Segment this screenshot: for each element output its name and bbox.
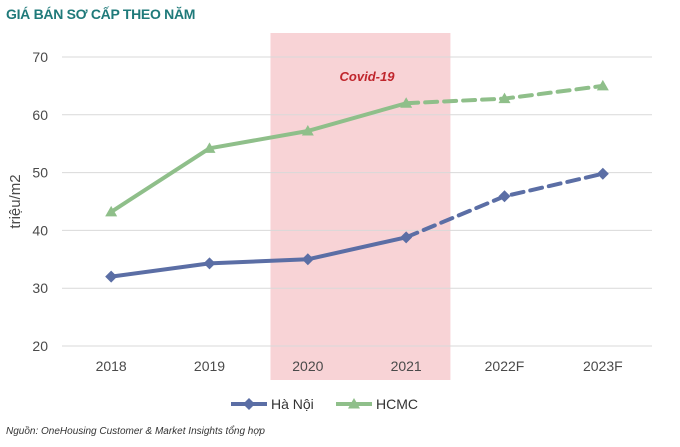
- data-point: [400, 97, 413, 108]
- y-tick-label: 60: [32, 107, 48, 123]
- y-tick-label: 30: [32, 280, 48, 296]
- x-tick-label: 2022F: [485, 358, 525, 374]
- x-axis-ticks: 2018 2019 2020 2021 2022F 2023F: [96, 358, 623, 374]
- y-tick-label: 50: [32, 165, 48, 181]
- covid-highlight-band: [270, 33, 451, 380]
- annotation-layer: Covid-19: [340, 69, 396, 84]
- legend-label: Hà Nội: [271, 396, 314, 412]
- data-point: [498, 92, 511, 104]
- y-tick-label: 70: [32, 49, 48, 65]
- y-axis-ticks: 20 30 40 50 60 70: [32, 49, 48, 354]
- series-line-solid: [109, 101, 409, 214]
- highlight-layer: [270, 33, 451, 380]
- series-hcmc: [105, 79, 609, 217]
- data-point: [596, 79, 609, 91]
- data-point: [203, 257, 216, 270]
- legend: Hà Nội HCMC: [231, 396, 418, 412]
- legend-item-hanoi: Hà Nội: [231, 396, 314, 412]
- series-line-solid: [109, 235, 409, 279]
- x-tick-label: 2021: [391, 358, 422, 374]
- data-point: [105, 270, 118, 283]
- y-tick-label: 40: [32, 222, 48, 238]
- x-tick-label: 2018: [96, 358, 127, 374]
- legend-item-hcmc: HCMC: [336, 396, 418, 412]
- y-axis-label: triệu/m2: [7, 174, 24, 228]
- data-point: [596, 167, 609, 180]
- covid-annotation: Covid-19: [340, 69, 396, 84]
- series-hanoi: [105, 167, 609, 283]
- legend-label: HCMC: [376, 396, 418, 412]
- data-point: [203, 142, 216, 153]
- legend-marker: [348, 398, 360, 409]
- grid-layer: [62, 56, 652, 347]
- chart-title: GIÁ BÁN SƠ CẤP THEO NĂM: [6, 6, 196, 22]
- x-tick-label: 2019: [194, 358, 225, 374]
- data-point: [105, 205, 118, 217]
- x-tick-label: 2023F: [583, 358, 623, 374]
- legend-marker: [243, 398, 255, 410]
- x-tick-label: 2020: [292, 358, 323, 374]
- data-point: [301, 253, 314, 266]
- series-layer: [105, 79, 609, 283]
- data-point: [400, 231, 413, 244]
- data-point: [498, 190, 511, 203]
- y-tick-label: 20: [32, 338, 48, 354]
- source-note: Nguồn: OneHousing Customer & Market Insi…: [6, 426, 265, 437]
- data-point: [301, 124, 314, 136]
